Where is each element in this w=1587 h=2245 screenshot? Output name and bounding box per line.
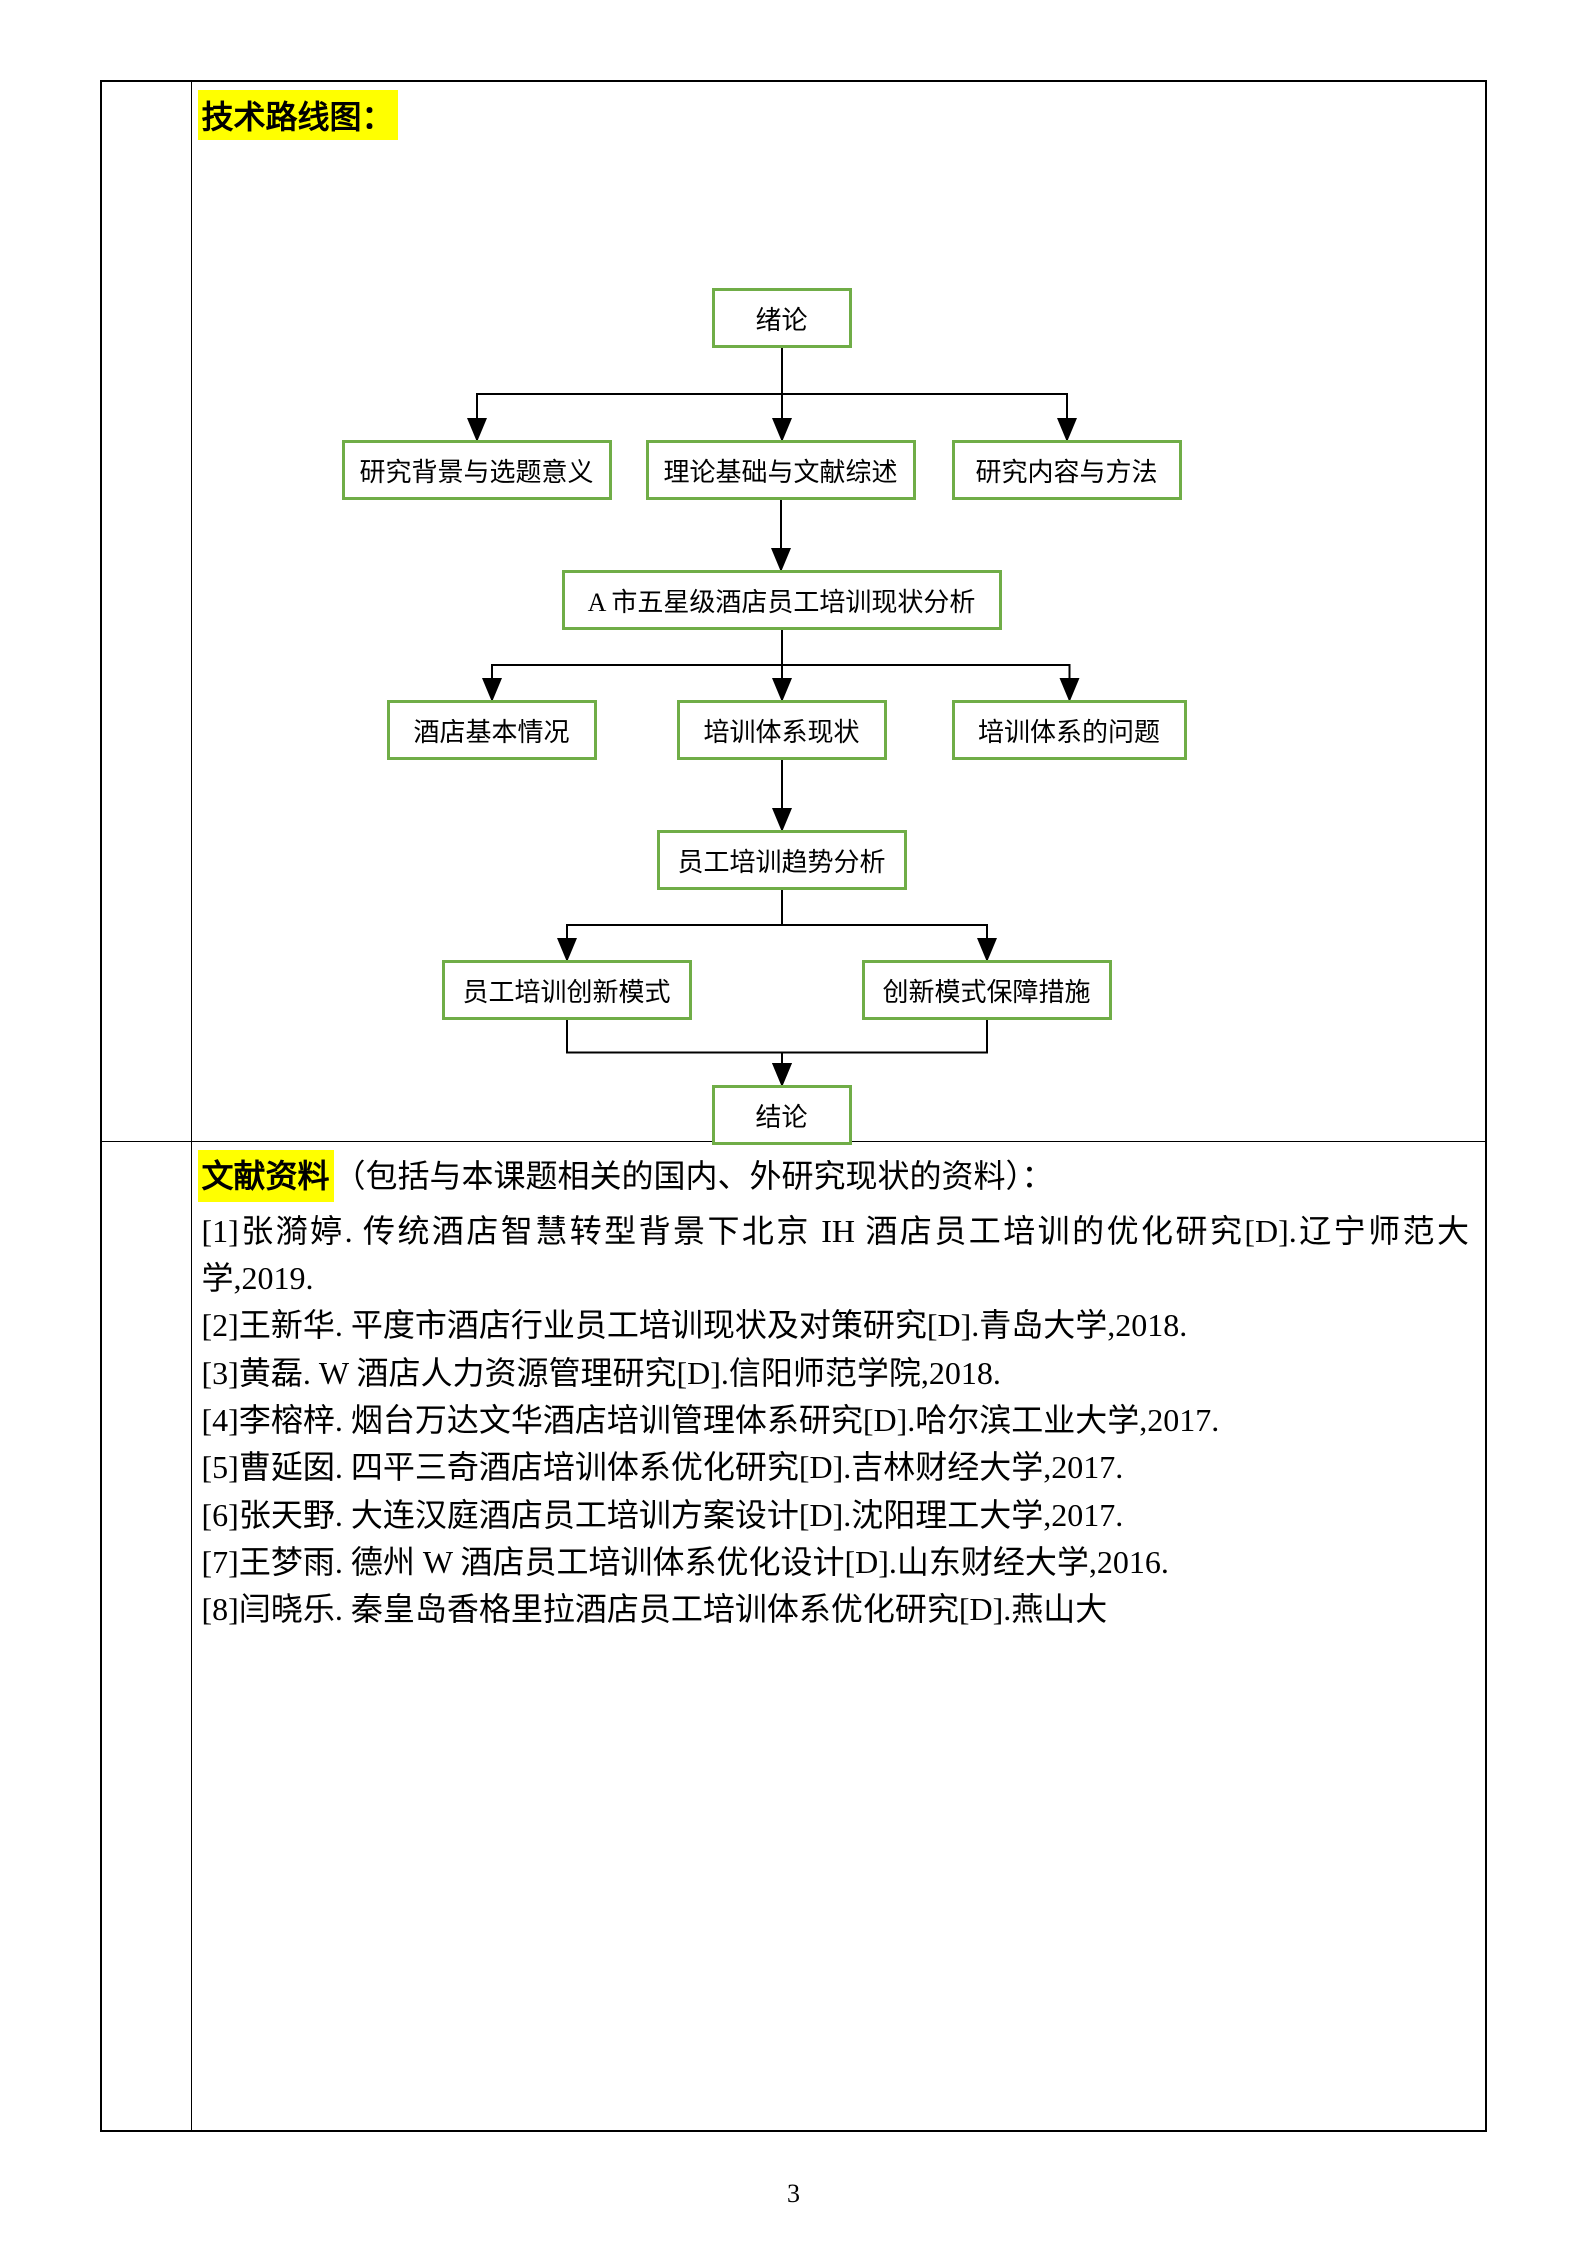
flowchart-node: 研究内容与方法 [952,440,1182,500]
page-number: 3 [0,2179,1587,2209]
main-table: 技术路线图： 绪论研究背景与选题意义理论基础与文献综述研究内容与方法 A 市五星级… [100,80,1487,2132]
flowchart-node: 员工培训趋势分析 [657,830,907,890]
section2-title: 文献资料 [198,1150,334,1202]
flowchart-node: 研究背景与选题意义 [342,440,612,500]
reference-item: [4]李榕梓. 烟台万达文华酒店培训管理体系研究[D].哈尔滨工业大学,2017… [202,1397,1470,1444]
section1-title: 技术路线图： [198,90,398,140]
reference-item: [1]张漪婷. 传统酒店智慧转型背景下北京 IH 酒店员工培训的优化研究[D].… [202,1208,1470,1303]
section2-heading: 文献资料（包括与本课题相关的国内、外研究现状的资料）： [192,1142,1486,1202]
main-cell-2: 文献资料（包括与本课题相关的国内、外研究现状的资料）： [1]张漪婷. 传统酒店… [191,1141,1486,2131]
reference-item: [7]王梦雨. 德州 W 酒店员工培训体系优化设计[D].山东财经大学,2016… [202,1539,1470,1586]
flowchart-node: 培训体系现状 [677,700,887,760]
references-list: [1]张漪婷. 传统酒店智慧转型背景下北京 IH 酒店员工培训的优化研究[D].… [192,1202,1486,1640]
reference-item: [6]张天野. 大连汉庭酒店员工培训方案设计[D].沈阳理工大学,2017. [202,1492,1470,1539]
page: 技术路线图： 绪论研究背景与选题意义理论基础与文献综述研究内容与方法 A 市五星级… [0,0,1587,2245]
flowchart-node: 创新模式保障措施 [862,960,1112,1020]
reference-item: [8]闫晓乐. 秦皇岛香格里拉酒店员工培训体系优化研究[D].燕山大 [202,1586,1470,1633]
main-cell-1: 技术路线图： 绪论研究背景与选题意义理论基础与文献综述研究内容与方法 A 市五星级… [191,81,1486,1141]
flowchart: 绪论研究背景与选题意义理论基础与文献综述研究内容与方法 A 市五星级酒店员工培训现… [192,140,1486,1100]
reference-item: [5]曹延囡. 四平三奇酒店培训体系优化研究[D].吉林财经大学,2017. [202,1444,1470,1491]
flowchart-node: 员工培训创新模式 [442,960,692,1020]
flowchart-node: 结论 [712,1085,852,1145]
flowchart-node: 培训体系的问题 [952,700,1187,760]
flowchart-node: 绪论 [712,288,852,348]
reference-item: [2]王新华. 平度市酒店行业员工培训现状及对策研究[D].青岛大学,2018. [202,1302,1470,1349]
flowchart-node: 理论基础与文献综述 [646,440,916,500]
side-cell-2 [101,1141,191,2131]
section2-title-extra: （包括与本课题相关的国内、外研究现状的资料）： [334,1158,1054,1194]
reference-item: [3]黄磊. W 酒店人力资源管理研究[D].信阳师范学院,2018. [202,1350,1470,1397]
flowchart-node: 酒店基本情况 [387,700,597,760]
side-cell-1 [101,81,191,1141]
flowchart-node: A 市五星级酒店员工培训现状分析 [562,570,1002,630]
